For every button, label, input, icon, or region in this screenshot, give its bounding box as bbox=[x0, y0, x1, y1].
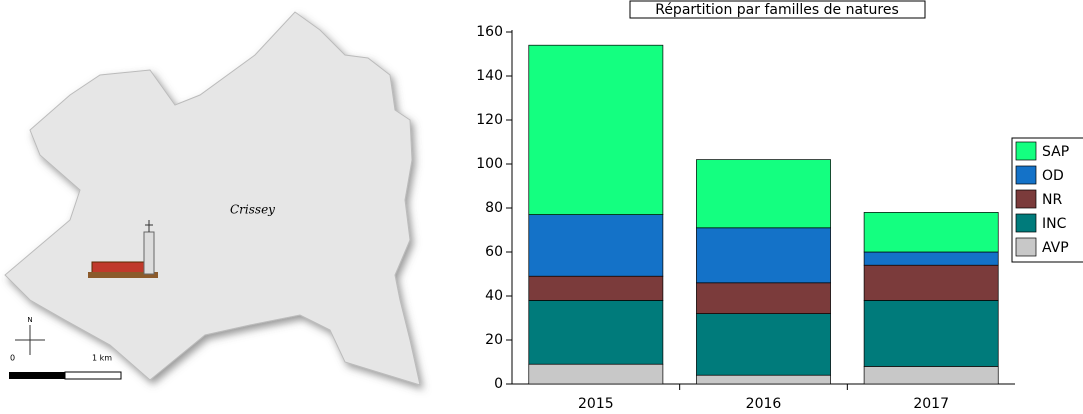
scale-end: 1 km bbox=[92, 354, 112, 363]
map: Crissey N 0 1 km bbox=[4, 11, 421, 386]
y-tick-label: 0 bbox=[494, 376, 503, 392]
bar-segment bbox=[696, 282, 831, 314]
y-tick-label: 60 bbox=[485, 244, 503, 260]
bar-segment bbox=[528, 300, 664, 365]
bar-segment bbox=[528, 214, 664, 277]
y-tick-label: 40 bbox=[485, 288, 503, 304]
legend-swatch bbox=[1015, 165, 1037, 185]
bar-segment bbox=[528, 44, 664, 215]
scale-bar bbox=[9, 372, 65, 379]
bar-segment bbox=[863, 251, 999, 266]
y-tick-label: 20 bbox=[485, 332, 503, 348]
bar-segment bbox=[863, 366, 999, 385]
x-tick-label: 2016 bbox=[746, 396, 782, 412]
legend-label: INC bbox=[1042, 216, 1067, 232]
north-label: N bbox=[27, 316, 32, 324]
legend-swatch bbox=[1015, 237, 1037, 257]
bar-segment bbox=[696, 374, 831, 385]
y-tick-label: 160 bbox=[476, 24, 503, 40]
church-icon bbox=[88, 220, 158, 278]
bar-segment bbox=[696, 159, 831, 229]
bar-segment bbox=[696, 313, 831, 376]
compass bbox=[15, 325, 45, 355]
scale-bar bbox=[64, 371, 122, 380]
place-label: Crissey bbox=[230, 203, 275, 217]
legend-label: NR bbox=[1042, 192, 1062, 208]
legend-label: AVP bbox=[1042, 240, 1069, 256]
legend-swatch bbox=[1015, 141, 1037, 161]
x-tick-label: 2015 bbox=[578, 396, 614, 412]
bar-segment bbox=[528, 363, 664, 385]
commune-area bbox=[4, 11, 421, 386]
bar-segment bbox=[528, 275, 664, 301]
legend-label: SAP bbox=[1042, 144, 1069, 160]
bar-segment bbox=[863, 264, 999, 301]
y-tick-label: 120 bbox=[476, 112, 503, 128]
title-box bbox=[629, 0, 926, 19]
x-tick-label: 2017 bbox=[913, 396, 949, 412]
bar-segment bbox=[863, 212, 999, 253]
y-tick-label: 100 bbox=[476, 156, 503, 172]
legend-swatch bbox=[1015, 213, 1037, 233]
y-tick-label: 140 bbox=[476, 68, 503, 84]
scale-start: 0 bbox=[10, 354, 15, 363]
legend-label: OD bbox=[1042, 168, 1064, 184]
bar-segment bbox=[863, 300, 999, 367]
bar-segment bbox=[696, 227, 831, 284]
chart-title: Répartition par familles de natures bbox=[655, 2, 899, 18]
legend-swatch bbox=[1015, 189, 1037, 209]
y-tick-label: 80 bbox=[485, 200, 503, 216]
